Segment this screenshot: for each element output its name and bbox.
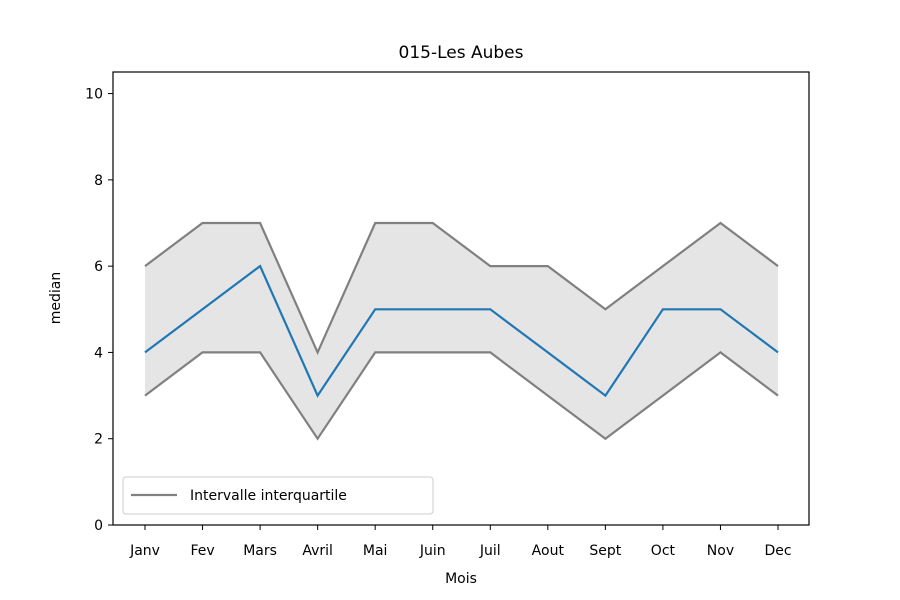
x-axis-label: Mois [445,571,477,587]
upper-quartile-line [144,221,779,356]
y-tick-label: 0 [94,518,103,534]
legend: Intervalle interquartile [122,476,434,515]
x-tick-label: Avril [302,543,333,559]
x-tick-label: Dec [764,543,791,559]
x-tick-label: Janv [129,543,160,559]
y-axis-label: median [48,272,64,324]
x-tick-label: Aout [532,543,565,559]
x-tick-label: Mars [243,543,277,559]
y-tick-label: 2 [94,432,103,448]
legend-box [122,476,434,515]
y-tick-label: 6 [94,259,103,275]
x-tick-label: Nov [707,543,734,559]
x-tick-label: Juil [479,543,501,559]
x-axis: Janv Fev Mars Avril Mai Juin Juil Aout Sept Oct No… [129,525,792,559]
y-tick-label: 4 [94,345,103,361]
y-tick-label: 10 [85,87,103,103]
iqr-band [145,223,778,439]
plot-area [144,221,779,441]
x-tick-label: Oct [651,543,676,559]
x-tick-label: Sept [589,543,621,559]
x-tick-label: Juin [419,543,446,559]
median-line [144,264,779,398]
lower-quartile-line [144,351,779,441]
plot-frame [112,71,810,526]
x-tick-label: Fev [190,543,214,559]
legend-label: Intervalle interquartile [190,488,347,504]
y-tick-label: 8 [94,173,103,189]
chart-title: 015-Les Aubes [399,43,524,63]
y-axis: 0 2 4 6 8 10 [85,87,113,534]
x-tick-label: Mai [363,543,388,559]
